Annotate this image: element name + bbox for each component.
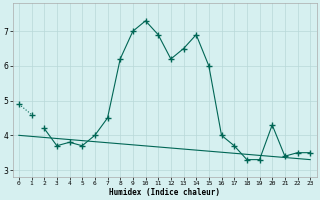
X-axis label: Humidex (Indice chaleur): Humidex (Indice chaleur) [109,188,220,197]
